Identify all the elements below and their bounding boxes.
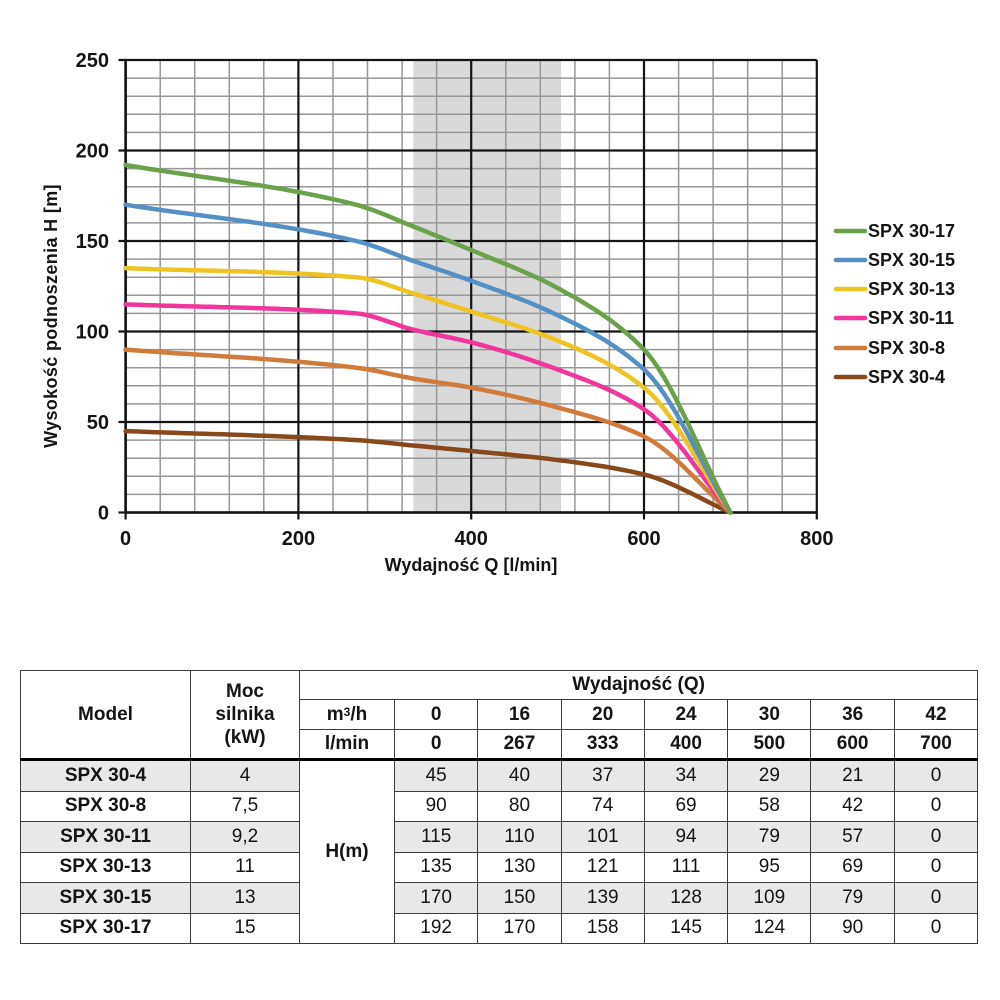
svg-text:800: 800: [800, 528, 833, 550]
svg-text:SPX 30-8: SPX 30-8: [868, 338, 945, 358]
svg-text:SPX 30-13: SPX 30-13: [868, 279, 955, 299]
svg-text:250: 250: [76, 50, 109, 72]
svg-text:0: 0: [120, 528, 131, 550]
svg-text:150: 150: [76, 231, 109, 253]
svg-text:200: 200: [282, 528, 315, 550]
svg-text:400: 400: [455, 528, 488, 550]
svg-text:SPX 30-11: SPX 30-11: [868, 308, 954, 328]
svg-text:50: 50: [87, 412, 109, 434]
svg-text:100: 100: [76, 322, 109, 344]
svg-text:SPX 30-17: SPX 30-17: [868, 221, 955, 241]
svg-text:Wydajność Q [l/min]: Wydajność Q [l/min]: [385, 555, 558, 575]
svg-text:600: 600: [627, 528, 660, 550]
svg-text:0: 0: [98, 503, 109, 525]
svg-text:200: 200: [76, 141, 109, 163]
svg-text:Wysokość podnoszenia H [m]: Wysokość podnoszenia H [m]: [41, 184, 61, 448]
svg-text:SPX 30-4: SPX 30-4: [868, 367, 945, 387]
svg-text:SPX 30-15: SPX 30-15: [868, 250, 955, 270]
